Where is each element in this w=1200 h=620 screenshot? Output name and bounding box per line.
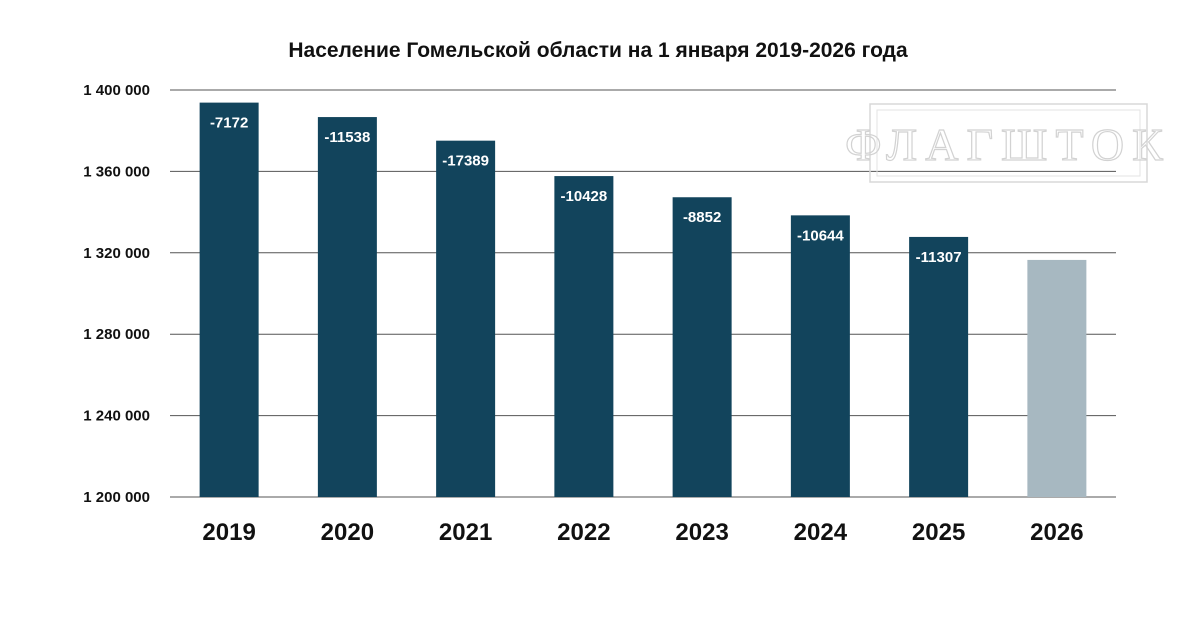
y-tick-label: 1 240 000: [83, 408, 150, 425]
watermark-text: ФЛАГШТОК: [845, 119, 1171, 170]
x-tick-label: 2024: [794, 519, 848, 546]
x-tick-label: 2026: [1030, 519, 1083, 546]
data-label-2022: -10428: [561, 188, 608, 205]
data-label-2025: -11307: [916, 249, 962, 266]
y-tick-label: 1 200 000: [83, 489, 150, 506]
watermark-logo: ФЛАГШТОК: [845, 103, 1171, 183]
bar-2024: [790, 215, 850, 497]
chart-title: Население Гомельской области на 1 января…: [288, 39, 908, 62]
x-tick-label: 2021: [439, 519, 492, 546]
data-label-2021: -17389: [442, 153, 489, 170]
y-tick-label: 1 320 000: [83, 245, 150, 262]
bar-2025: [909, 236, 969, 497]
bar-2020: [317, 117, 377, 498]
y-tick-label: 1 360 000: [83, 163, 150, 180]
bars: [199, 102, 1087, 498]
bar-2023: [672, 197, 732, 497]
data-label-2023: -8852: [683, 209, 721, 226]
data-label-2024: -10644: [797, 227, 844, 244]
y-tick-label: 1 400 000: [83, 82, 150, 99]
x-tick-label: 2025: [912, 519, 965, 546]
x-axis-ticks: 2019 2020 2021 2022 2023 2024 2025 2026: [202, 519, 1083, 546]
x-tick-label: 2023: [675, 519, 728, 546]
bar-2026: [1027, 259, 1087, 497]
y-tick-label: 1 280 000: [83, 326, 150, 343]
data-label-2019: -7172: [210, 115, 248, 132]
x-tick-label: 2022: [557, 519, 610, 546]
y-axis-ticks: 1 200 000 1 240 000 1 280 000 1 320 000 1 36…: [83, 82, 150, 506]
data-label-2020: -11538: [324, 129, 370, 146]
x-tick-label: 2019: [202, 519, 255, 546]
bar-2022: [554, 176, 614, 497]
bar-2021: [436, 140, 496, 497]
x-tick-label: 2020: [321, 519, 374, 546]
data-labels: -7172 -11538 -17389 -10428 -8852 -10644 -11307: [210, 115, 962, 266]
bar-2019: [199, 102, 259, 497]
